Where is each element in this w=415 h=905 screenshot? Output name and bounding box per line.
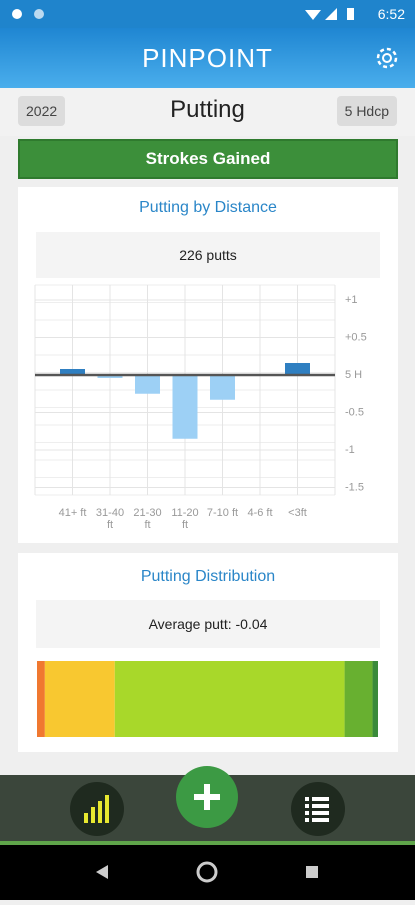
card: Putting by Distance 226 putts bbox=[18, 187, 398, 543]
stats-button[interactable] bbox=[70, 782, 124, 836]
recents-button[interactable] bbox=[306, 866, 318, 878]
bottom-nav bbox=[0, 766, 415, 845]
settings-button[interactable] bbox=[373, 44, 401, 72]
x-tick-label: 4-6 ft bbox=[247, 507, 273, 519]
section-title: Strokes Gained bbox=[18, 139, 398, 179]
chart-subtitle: Average putt: -0.04 bbox=[36, 600, 380, 648]
x-tick-label: 41+ ft bbox=[58, 507, 87, 519]
card: Putting Distribution Average putt: -0.04 bbox=[18, 553, 398, 752]
clock: 6:52 bbox=[377, 6, 405, 22]
status-indicators bbox=[305, 8, 354, 20]
list-button[interactable] bbox=[291, 782, 345, 836]
status-icons bbox=[12, 9, 44, 19]
system-buttons bbox=[96, 861, 318, 883]
x-tick-label: 21-30 ft bbox=[133, 507, 162, 531]
add-button[interactable] bbox=[176, 766, 238, 828]
chart-title: Putting by Distance bbox=[139, 199, 277, 216]
back-button[interactable] bbox=[96, 865, 108, 879]
status-bar: 6:52 bbox=[0, 0, 415, 28]
chart-title: Putting Distribution bbox=[140, 568, 276, 585]
app-header: PINPOINT bbox=[0, 28, 415, 88]
logo: PINPOINT bbox=[142, 43, 273, 73]
home-button[interactable] bbox=[196, 861, 218, 883]
nav-buttons bbox=[70, 766, 345, 836]
chart-subtitle: 226 putts bbox=[36, 232, 380, 278]
handicap-button[interactable]: 5 Hdcp bbox=[336, 96, 397, 126]
toolbar: Putting 2022 5 Hdcp bbox=[0, 88, 415, 136]
year-button[interactable]: 2022 bbox=[18, 96, 66, 126]
x-tick-label: 31-40 ft bbox=[95, 507, 125, 531]
system-nav bbox=[0, 845, 415, 900]
x-tick-label: 7-10 ft bbox=[206, 507, 239, 519]
x-tick-label: <3ft bbox=[288, 507, 307, 519]
page-title: Putting bbox=[170, 96, 245, 123]
x-tick-label: 11-20 ft bbox=[171, 507, 199, 531]
